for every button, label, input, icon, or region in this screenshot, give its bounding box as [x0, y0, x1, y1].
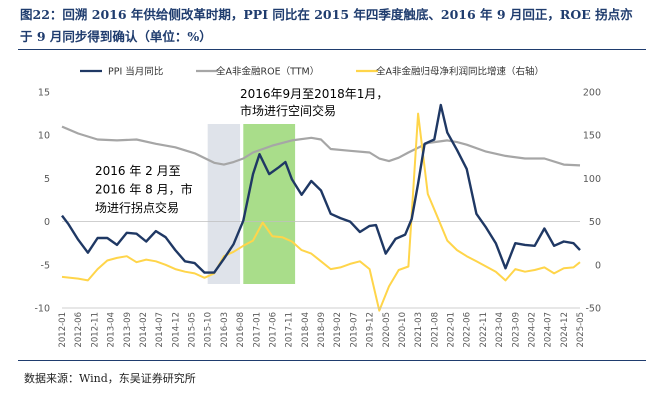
shaded-region-2: [243, 124, 296, 284]
x-tick-20: 2019-12: [366, 312, 376, 348]
x-tick-29: 2023-09: [511, 312, 521, 348]
x-tick-23: 2021-03: [414, 312, 424, 348]
y-right-tick-2: 0: [595, 260, 601, 271]
legend: PPI 当月同比 全A非金融ROE（TTM） 全A非金融归母净利润同比增速（右轴）: [80, 66, 544, 78]
annotation-2-line-1: 2016 年 2 月至: [95, 164, 181, 178]
x-tick-24: 2021-08: [430, 312, 440, 348]
x-tick-25: 2022-01: [447, 312, 457, 348]
y-left-tick-1: -10: [34, 304, 50, 315]
y-right-tick-3: 50: [589, 217, 601, 228]
legend-label-1: PPI 当月同比: [108, 66, 163, 78]
x-tick-22: 2020-10: [398, 312, 408, 348]
x-tick-10: 2015-10: [204, 312, 214, 348]
annotation-2-line-2: 2016 年 8 月，市: [95, 182, 193, 197]
x-tick-6: 2014-02: [139, 312, 149, 348]
chart-title: 图22：回溯 2016 年供给侧改革时期，PPI 同比在 2015 年四季度触底…: [20, 7, 633, 44]
x-tick-3: 2012-11: [90, 312, 100, 348]
x-tick-13: 2017-01: [252, 312, 262, 348]
x-tick-9: 2015-05: [188, 312, 198, 348]
x-tick-11: 2016-03: [220, 312, 230, 348]
data-source: 数据来源：Wind，东吴证券研究所: [24, 372, 196, 385]
x-tick-26: 2022-06: [463, 312, 473, 348]
y-left-tick-4: 5: [44, 174, 50, 185]
y-left-tick-6: 15: [38, 88, 50, 99]
shaded-bands: [207, 124, 296, 284]
legend-label-3: 全A非金融归母净利润同比增速（右轴）: [376, 66, 544, 78]
x-tick-17: 2018-09: [317, 312, 327, 348]
x-tick-4: 2013-04: [107, 312, 117, 348]
x-tick-27: 2022-11: [479, 312, 489, 348]
y-left-tick-3: 0: [44, 217, 50, 228]
series-line-2: [61, 125, 581, 167]
y-right-tick-5: 150: [583, 131, 601, 142]
series-line-3: [61, 112, 581, 312]
x-tick-12: 2016-08: [236, 312, 246, 348]
x-tick-8: 2014-12: [171, 312, 181, 348]
x-tick-18: 2019-02: [333, 312, 343, 348]
y-right-tick-4: 100: [583, 174, 601, 185]
series-lines: [61, 103, 581, 312]
title-rule-top: [18, 49, 646, 50]
annotation-2-line-3: 场进行拐点交易: [95, 200, 179, 215]
x-tick-16: 2018-04: [301, 312, 311, 348]
y-left-tick-2: -5: [41, 260, 50, 271]
x-tick-33: 2025-05: [576, 312, 586, 348]
x-tick-15: 2017-11: [285, 312, 295, 348]
x-tick-19: 2019-07: [349, 312, 359, 348]
x-tick-7: 2014-07: [155, 312, 165, 348]
x-tick-30: 2024-02: [527, 312, 537, 348]
x-tick-1: 2012-01: [58, 312, 68, 348]
annotation-1-line-2: 市场进行空间交易: [240, 103, 336, 118]
title-rule-bottom: [18, 360, 646, 361]
y-right-tick-6: 200: [583, 88, 601, 99]
x-tick-31: 2024-07: [544, 312, 554, 348]
x-tick-14: 2017-06: [268, 312, 278, 348]
legend-label-2: 全A非金融ROE（TTM）: [216, 66, 319, 78]
x-tick-32: 2024-12: [560, 312, 570, 348]
x-tick-5: 2013-09: [123, 312, 133, 348]
y-left-tick-5: 10: [38, 131, 50, 142]
annotation-1-line-1: 2016年9月至2018年1月，: [240, 87, 388, 101]
y-right-tick-1: -50: [585, 304, 601, 315]
x-tick-28: 2023-04: [495, 312, 505, 348]
x-tick-21: 2020-05: [382, 312, 392, 348]
annotations: 2016年9月至2018年1月， 市场进行空间交易 2016 年 2 月至 2016 …: [95, 87, 388, 215]
x-tick-2: 2012-06: [74, 312, 84, 348]
series-line-1: [61, 103, 581, 274]
